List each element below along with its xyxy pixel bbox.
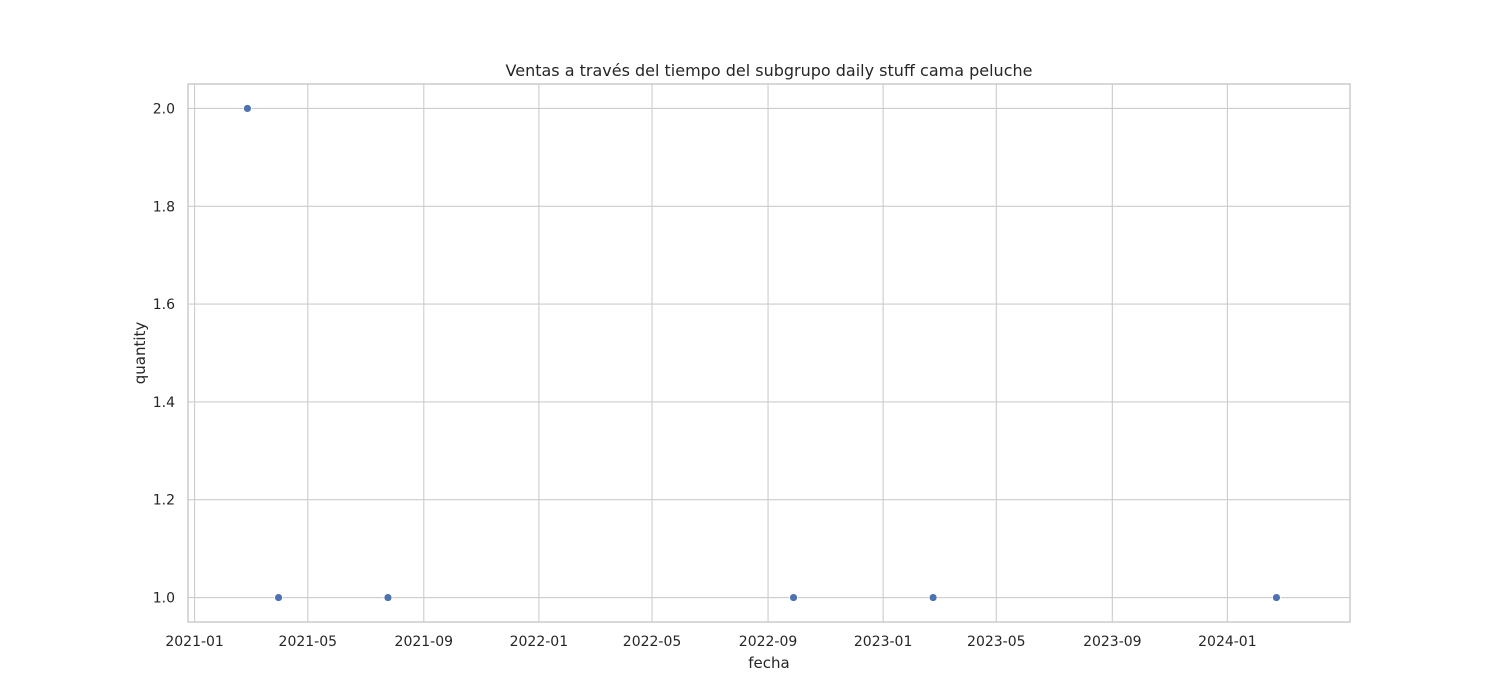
plot-frame: [187, 83, 1351, 623]
data-point: [243, 104, 252, 113]
y-tick-label: 1.4: [153, 395, 175, 411]
y-tick-label: 1.2: [153, 493, 175, 509]
data-point: [383, 593, 393, 602]
x-tick-label: 2021-05: [279, 634, 338, 650]
data-point: [274, 593, 283, 602]
x-tick-label: 2022-01: [510, 634, 569, 650]
data-points: [243, 104, 1281, 602]
x-tick-label: 2023-01: [854, 634, 913, 650]
y-tick-label: 2.0: [153, 101, 175, 117]
y-tick-label: 1.8: [153, 199, 175, 215]
data-point: [1272, 593, 1281, 602]
x-tick-label: 2023-05: [967, 634, 1026, 650]
x-axis-ticks: 2021-01 2021-05 2021-09 2022-01 2022-05 2022-…: [165, 634, 1256, 650]
x-tick-label: 2023-09: [1083, 634, 1142, 650]
x-tick-label: 2024-01: [1198, 634, 1257, 650]
x-tick-label: 2022-09: [739, 634, 798, 650]
data-point: [928, 593, 938, 602]
x-axis-label: fecha: [748, 654, 789, 672]
data-point: [789, 593, 798, 602]
x-tick-label: 2021-01: [165, 634, 224, 650]
grid: [188, 84, 1350, 622]
y-tick-label: 1.6: [153, 297, 175, 313]
y-axis-label: quantity: [131, 322, 149, 385]
x-tick-label: 2021-09: [395, 634, 454, 650]
y-axis-ticks: 1.0 1.2 1.4 1.6 1.8 2.0: [153, 101, 175, 606]
x-tick-label: 2022-05: [623, 634, 682, 650]
chart-title: Ventas a través del tiempo del subgrupo …: [506, 61, 1033, 80]
y-tick-label: 1.0: [153, 591, 175, 607]
